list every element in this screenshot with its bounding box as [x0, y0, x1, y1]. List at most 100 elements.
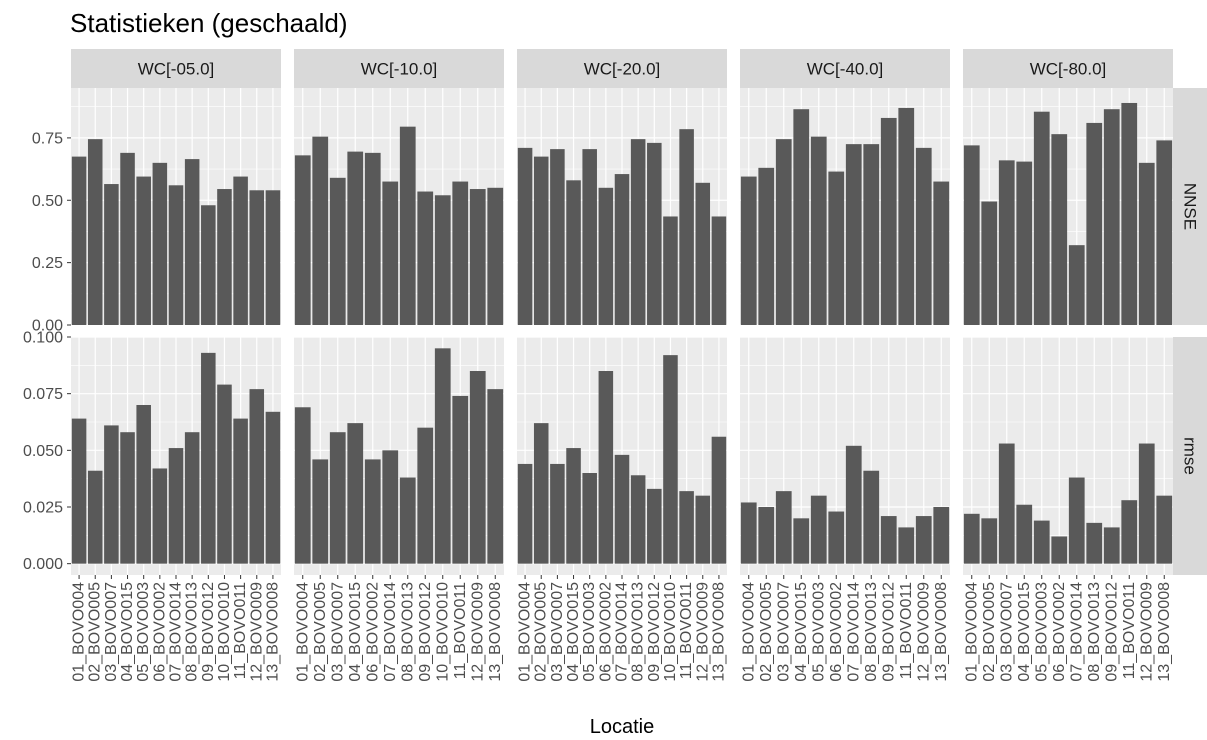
facet-strip-row-label: NNSE	[1181, 183, 1200, 230]
x-tick-label: 08_BOVO013	[184, 582, 201, 682]
x-tick-label: 08_BOVO013	[630, 582, 647, 682]
facet-strip-row	[1173, 337, 1207, 575]
bar	[1156, 140, 1173, 325]
bar	[915, 516, 932, 564]
bar	[312, 459, 329, 564]
bar	[614, 174, 630, 325]
bar	[184, 432, 200, 564]
facet-strip-row	[1173, 88, 1207, 325]
bar	[1068, 245, 1085, 325]
bar	[695, 182, 711, 325]
bar	[104, 425, 119, 564]
y-tick-label: 0.100	[23, 330, 63, 347]
facet-strip-row-label: rmse	[1181, 437, 1200, 475]
bar	[434, 348, 451, 564]
x-tick-label: 12_BOVO009	[469, 582, 486, 682]
facet-strip-col	[517, 49, 727, 88]
y-tick-label: 0.075	[23, 386, 63, 403]
x-tick-label: 05_BOVO003	[1033, 582, 1050, 682]
x-tick-label: 12_BOVO009	[915, 582, 932, 682]
bar	[647, 488, 662, 564]
bar	[1103, 527, 1120, 564]
bar	[452, 395, 469, 564]
x-tick-label: 13_BOVO008	[1156, 582, 1173, 682]
x-tick-label: 12_BOVO009	[248, 582, 265, 682]
bar	[863, 144, 880, 325]
bar	[663, 355, 678, 564]
bar	[981, 518, 998, 564]
bar	[711, 436, 727, 564]
bar	[104, 184, 119, 325]
bar	[981, 201, 998, 325]
bar	[136, 405, 151, 564]
bar	[998, 160, 1015, 325]
facet-strip-col-label: WC[-40.0]	[807, 60, 884, 79]
bar	[630, 139, 646, 325]
x-tick-label: 09_BOVO012	[417, 582, 434, 682]
bar	[382, 450, 399, 564]
x-tick-label: 08_BOVO013	[863, 582, 880, 682]
bar	[533, 156, 549, 325]
bar	[1138, 162, 1155, 325]
bar	[382, 181, 399, 325]
y-tick-label: 0.25	[32, 255, 63, 272]
bar	[695, 495, 711, 564]
bar	[711, 216, 727, 325]
y-tick-label: 0.050	[23, 443, 63, 460]
bar	[1016, 504, 1033, 564]
bar	[265, 411, 281, 564]
x-tick-label: 07_BOVO014	[382, 582, 399, 682]
bar	[758, 167, 775, 325]
bar	[1068, 477, 1085, 564]
bar	[329, 177, 346, 325]
x-tick-label: 07_BOVO014	[1068, 582, 1085, 682]
y-tick-label: 0.50	[32, 193, 63, 210]
x-tick-label: 04_BOVO015	[565, 582, 582, 682]
bar	[845, 445, 862, 564]
bar	[810, 495, 827, 564]
bar	[434, 195, 451, 325]
bar	[87, 139, 103, 325]
bar	[1033, 520, 1050, 564]
bar	[1086, 522, 1103, 564]
x-tick-label: 11_BOVO011	[678, 582, 695, 679]
bar	[582, 473, 597, 564]
bar	[364, 459, 381, 564]
bar	[793, 518, 810, 564]
bar	[598, 187, 614, 325]
facet-strip-col-label: WC[-80.0]	[1030, 60, 1107, 79]
x-tick-label: 06_BOVO002	[597, 582, 614, 682]
x-tick-label: 07_BOVO014	[845, 582, 862, 682]
bar	[152, 162, 168, 325]
x-tick-label: 13_BOVO008	[487, 582, 504, 682]
bar	[168, 185, 184, 325]
x-tick-label: 05_BOVO003	[135, 582, 152, 682]
bar	[249, 190, 265, 325]
x-tick-label: 01_BOVO004	[71, 582, 88, 682]
bar	[1051, 134, 1068, 325]
bar	[364, 152, 381, 325]
bar	[810, 136, 827, 325]
x-tick-label: 06_BOVO002	[151, 582, 168, 682]
bar	[880, 516, 897, 564]
bar	[452, 181, 469, 325]
x-tick-label: 09_BOVO012	[880, 582, 897, 682]
x-tick-label: 04_BOVO015	[793, 582, 810, 682]
x-tick-label: 10_BOVO010	[662, 582, 679, 682]
x-tick-label: 11_BOVO011	[232, 582, 249, 679]
x-tick-label: 07_BOVO014	[168, 582, 185, 682]
bar	[614, 454, 630, 564]
bar	[863, 470, 880, 564]
bar	[963, 145, 980, 325]
facet-strip-col-label: WC[-10.0]	[361, 60, 438, 79]
panel-background	[740, 88, 950, 325]
x-tick-label: 12_BOVO009	[694, 582, 711, 682]
x-tick-label: 09_BOVO012	[646, 582, 663, 682]
bar	[845, 144, 862, 325]
x-tick-label: 03_BOVO007	[998, 582, 1015, 682]
bar	[347, 423, 364, 564]
bar	[1138, 443, 1155, 564]
bar	[582, 149, 597, 325]
bar	[312, 136, 329, 325]
bar	[201, 352, 216, 564]
